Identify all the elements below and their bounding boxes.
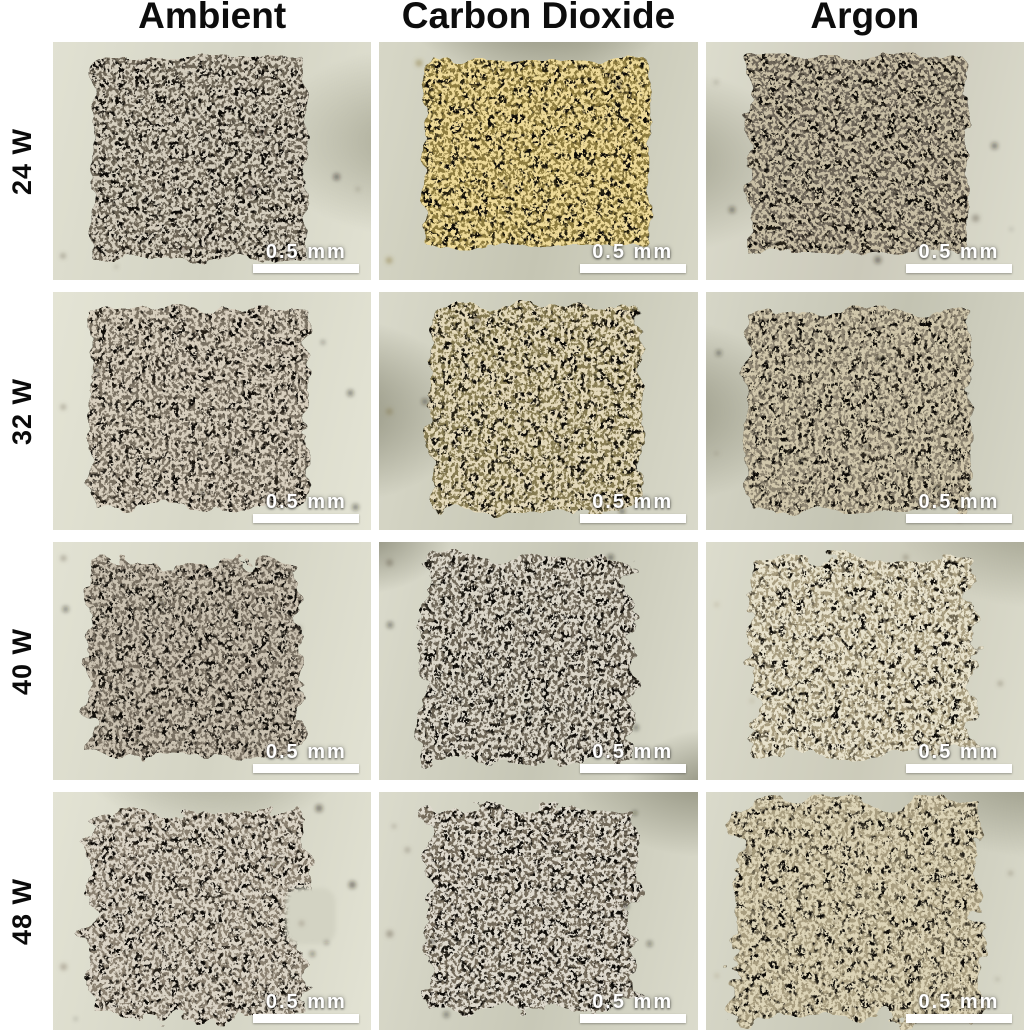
- scale-bar-label: 0.5 mm: [265, 491, 347, 513]
- micrograph-24w-argon: 0.5 mm: [705, 42, 1024, 280]
- scale-bar-line: [906, 514, 1012, 523]
- sample-photo: [53, 292, 371, 530]
- sample-photo: [706, 542, 1024, 780]
- micrograph-40w-argon: 0.5 mm: [705, 542, 1024, 780]
- column-title-ambient: Ambient: [138, 0, 287, 36]
- micrograph-40w-ambient: 0.5 mm: [53, 542, 372, 780]
- header-spacer: [0, 0, 45, 30]
- micrograph-48w-carbon-dioxide: 0.5 mm: [379, 792, 698, 1030]
- column-title-carbon-dioxide: Carbon Dioxide: [401, 0, 676, 36]
- scale-bar-label: 0.5 mm: [265, 991, 347, 1013]
- scale-bar: 0.5 mm: [253, 491, 360, 523]
- scale-bar: 0.5 mm: [906, 741, 1012, 773]
- scale-bar-line: [579, 514, 686, 523]
- row-label-32w: 32 W: [7, 377, 37, 445]
- sample-photo: [53, 542, 371, 780]
- scale-bar-label: 0.5 mm: [592, 991, 674, 1013]
- scale-bar: 0.5 mm: [253, 741, 360, 773]
- sample-photo: [379, 292, 697, 530]
- column-title-argon: Argon: [810, 0, 920, 36]
- scale-bar-line: [906, 264, 1012, 273]
- micrograph-48w-ambient: 0.5 mm: [53, 792, 372, 1030]
- micrograph-48w-argon: 0.5 mm: [705, 792, 1024, 1030]
- scale-bar-label: 0.5 mm: [265, 241, 347, 263]
- scale-bar-line: [906, 764, 1012, 773]
- sample-photo: [706, 792, 1024, 1030]
- scale-bar-label: 0.5 mm: [265, 741, 347, 763]
- scale-bar-line: [253, 764, 360, 773]
- scale-bar-line: [253, 514, 360, 523]
- scale-bar: 0.5 mm: [906, 491, 1012, 523]
- scale-bar-label: 0.5 mm: [918, 741, 1000, 763]
- sample-photo: [53, 792, 371, 1030]
- scale-bar-line: [253, 264, 360, 273]
- sample-photo: [706, 42, 1024, 280]
- scale-bar-line: [906, 1014, 1012, 1023]
- row-label-40w: 40 W: [7, 627, 37, 695]
- sample-photo: [379, 792, 697, 1030]
- micrograph-24w-ambient: 0.5 mm: [53, 42, 372, 280]
- row-label-24w: 24 W: [7, 127, 37, 195]
- micrograph-32w-carbon-dioxide: 0.5 mm: [379, 292, 698, 530]
- micrograph-32w-ambient: 0.5 mm: [53, 292, 372, 530]
- micrograph-32w-argon: 0.5 mm: [705, 292, 1024, 530]
- scale-bar-label: 0.5 mm: [918, 991, 1000, 1013]
- scale-bar: 0.5 mm: [579, 991, 686, 1023]
- scale-bar-label: 0.5 mm: [592, 241, 674, 263]
- scale-bar-line: [253, 1014, 360, 1023]
- scale-bar-label: 0.5 mm: [592, 491, 674, 513]
- scale-bar: 0.5 mm: [579, 491, 686, 523]
- row-label-48w: 48 W: [7, 877, 37, 945]
- micrograph-40w-carbon-dioxide: 0.5 mm: [379, 542, 698, 780]
- micrograph-24w-carbon-dioxide: 0.5 mm: [379, 42, 698, 280]
- scale-bar: 0.5 mm: [253, 241, 360, 273]
- scale-bar: 0.5 mm: [579, 741, 686, 773]
- scale-bar-label: 0.5 mm: [918, 241, 1000, 263]
- sample-photo: [53, 42, 371, 280]
- sample-photo: [706, 292, 1024, 530]
- sample-photo: [379, 42, 697, 280]
- scale-bar-line: [579, 1014, 686, 1023]
- scale-bar: 0.5 mm: [906, 991, 1012, 1023]
- scale-bar-label: 0.5 mm: [918, 491, 1000, 513]
- scale-bar-label: 0.5 mm: [592, 741, 674, 763]
- scale-bar: 0.5 mm: [579, 241, 686, 273]
- scale-bar: 0.5 mm: [253, 991, 360, 1023]
- scale-bar-line: [579, 764, 686, 773]
- scale-bar-line: [579, 264, 686, 273]
- scale-bar: 0.5 mm: [906, 241, 1012, 273]
- sample-photo: [379, 542, 697, 780]
